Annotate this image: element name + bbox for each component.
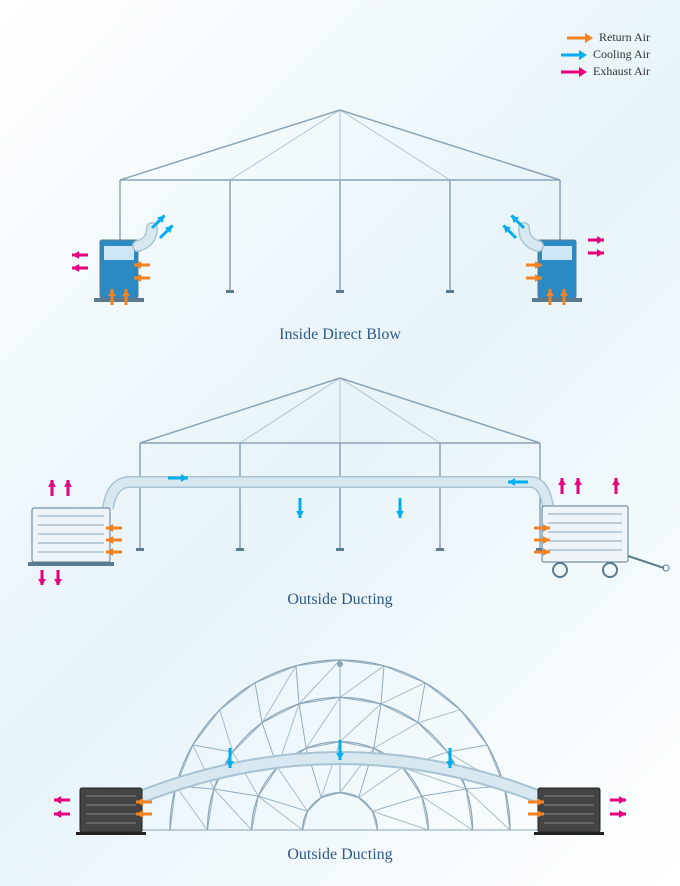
panel-outside-ducting-dome: Outside Ducting — [0, 640, 680, 864]
caption: Inside Direct Blow — [0, 326, 680, 344]
legend-row-exhaust: Exhaust Air — [559, 64, 650, 79]
legend-label: Return Air — [599, 30, 650, 45]
caption: Outside Ducting — [0, 846, 680, 864]
diagram-inside — [60, 100, 620, 320]
panel-inside-direct-blow: Inside Direct Blow — [0, 100, 680, 344]
arrow-icon — [559, 49, 587, 61]
legend-label: Cooling Air — [593, 47, 650, 62]
legend-label: Exhaust Air — [593, 64, 650, 79]
arrow-icon — [559, 66, 587, 78]
diagram-outside-tent — [0, 370, 680, 585]
panel-outside-ducting-tent: Outside Ducting — [0, 370, 680, 609]
arrow-icon — [565, 32, 593, 44]
legend-row-return: Return Air — [559, 30, 650, 45]
diagram-outside-dome — [0, 640, 680, 840]
legend-row-cooling: Cooling Air — [559, 47, 650, 62]
caption: Outside Ducting — [0, 591, 680, 609]
legend: Return Air Cooling Air Exhaust Air — [559, 30, 650, 81]
